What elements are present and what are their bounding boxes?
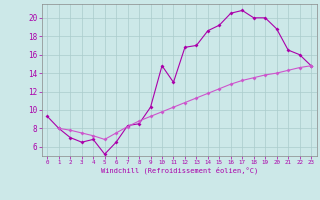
X-axis label: Windchill (Refroidissement éolien,°C): Windchill (Refroidissement éolien,°C) <box>100 167 258 174</box>
